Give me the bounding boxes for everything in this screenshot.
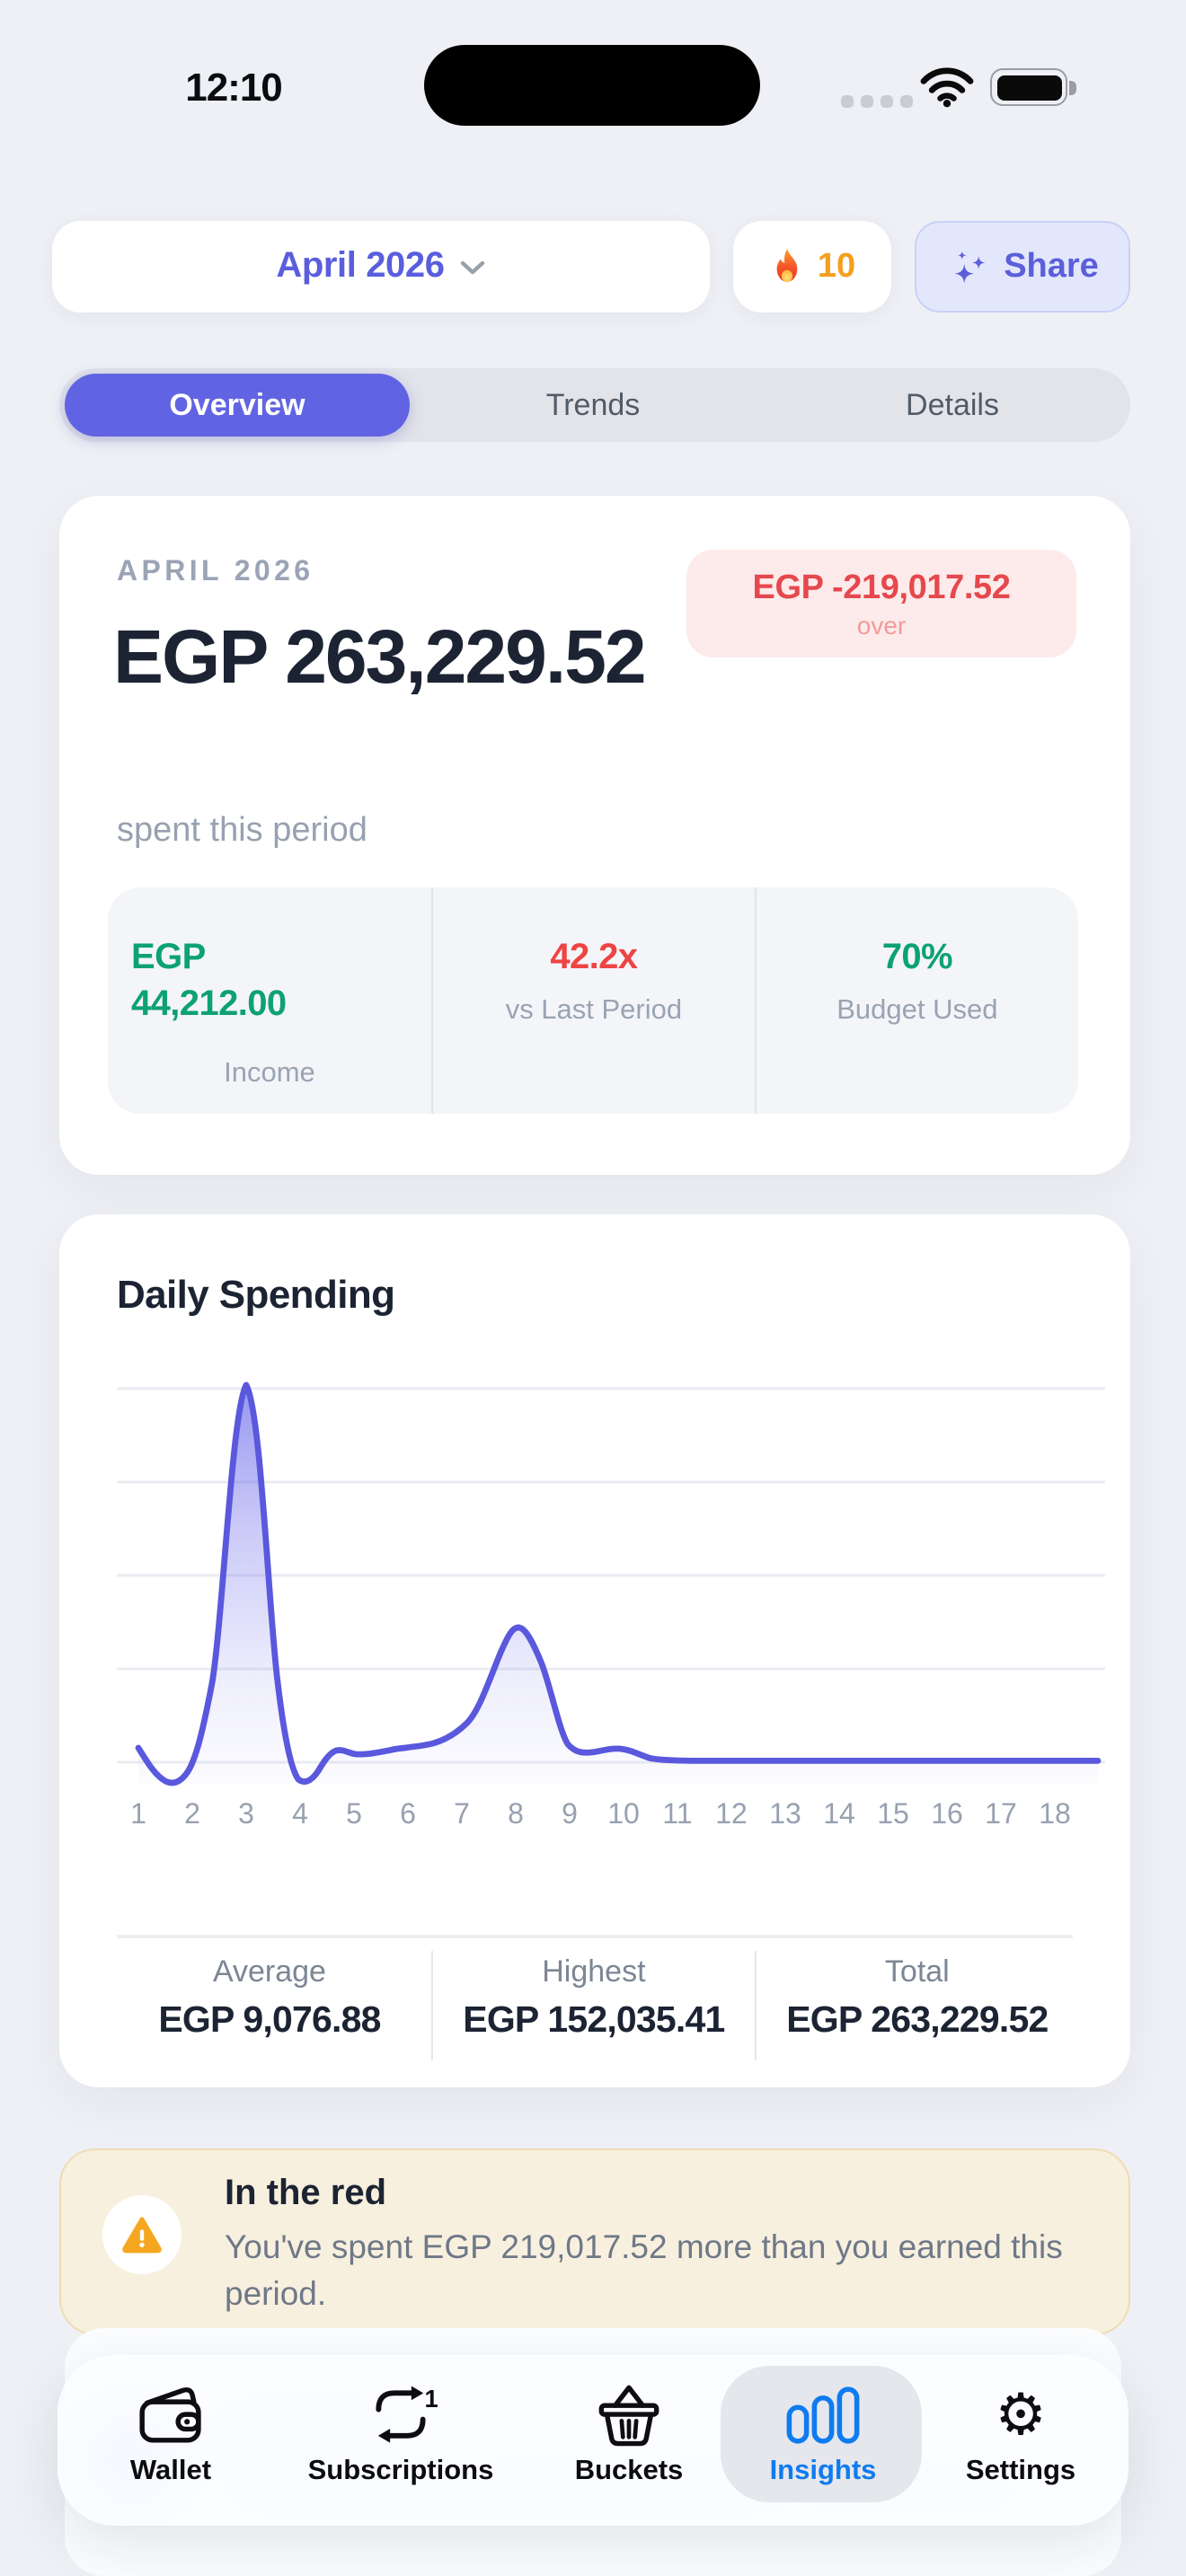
- daily-spending-chart: [117, 1374, 1105, 1800]
- warning-triangle-icon: [122, 2217, 162, 2254]
- nav-label-subscriptions: Subscriptions: [307, 2456, 494, 2486]
- svg-text:1: 1: [424, 2384, 438, 2412]
- stat-income-label: Income: [224, 1058, 315, 1089]
- x-axis-label: 8: [508, 1800, 524, 1831]
- summary-period-label: APRIL 2026: [117, 557, 314, 587]
- stat-vs-last-period: 42.2x vs Last Period: [430, 887, 755, 1114]
- x-axis-label: 13: [769, 1800, 801, 1831]
- chart-footer-stats: Average EGP 9,076.88 Highest EGP 152,035…: [108, 1951, 1078, 2060]
- in-the-red-alert: [59, 2148, 1130, 2335]
- stat-budget-used: 70% Budget Used: [754, 887, 1078, 1114]
- chart-title: Daily Spending: [117, 1272, 395, 1317]
- bottom-nav: [58, 2355, 1128, 2526]
- stat-total-label: Total: [884, 1954, 950, 1989]
- x-axis-label: 10: [607, 1800, 640, 1831]
- nav-item-insights[interactable]: Insights: [715, 2355, 931, 2526]
- x-axis-label: 14: [823, 1800, 855, 1831]
- stat-highest-label: Highest: [542, 1954, 646, 1989]
- nav-label-insights: Insights: [769, 2456, 877, 2486]
- gear-icon: ⚙: [995, 2382, 1047, 2447]
- stat-income-value: EGP 44,212.00: [131, 938, 287, 1024]
- spent-caption: spent this period: [117, 812, 367, 850]
- tab-bar: Overview Trends Details: [59, 368, 1130, 442]
- x-axis-label: 18: [1039, 1800, 1071, 1831]
- x-axis-label: 17: [985, 1800, 1017, 1831]
- wallet-icon: [135, 2377, 207, 2452]
- bar-chart-icon: [785, 2377, 861, 2452]
- streak-badge[interactable]: 10: [733, 221, 891, 313]
- stat-vs-last-period-value: 42.2x: [550, 938, 638, 977]
- repeat-1-icon: 1: [363, 2377, 438, 2452]
- over-budget-badge: EGP -219,017.52 over: [686, 550, 1076, 657]
- over-budget-amount: EGP -219,017.52: [752, 569, 1011, 606]
- stat-highest-value: EGP 152,035.41: [463, 1999, 725, 2041]
- x-axis-label: 6: [400, 1800, 416, 1831]
- nav-item-wallet[interactable]: Wallet: [63, 2355, 279, 2526]
- tab-details[interactable]: Details: [906, 388, 999, 422]
- x-axis-label: 12: [715, 1800, 748, 1831]
- basket-icon: [593, 2377, 665, 2452]
- stat-average: Average EGP 9,076.88: [108, 1951, 431, 2060]
- chart-area-fill: [138, 1385, 1098, 1784]
- x-axis-label: 15: [877, 1800, 909, 1831]
- alert-title: In the red: [225, 2174, 387, 2213]
- stat-vs-last-period-label: vs Last Period: [505, 995, 683, 1026]
- x-axis-label: 5: [346, 1800, 362, 1831]
- chart-footer-divider: [117, 1935, 1073, 1937]
- nav-active-highlight: [721, 2366, 922, 2502]
- wifi-icon: [920, 66, 974, 117]
- stat-highest: Highest EGP 152,035.41: [430, 1951, 755, 2060]
- x-axis-label: 7: [454, 1800, 470, 1831]
- status-time: 12:10: [185, 65, 283, 110]
- battery-icon: [990, 68, 1075, 106]
- x-axis-label: 4: [292, 1800, 308, 1831]
- nav-label-settings: Settings: [965, 2456, 1076, 2486]
- chart-line: [135, 1381, 1102, 1786]
- sparkles-icon: [953, 250, 985, 283]
- x-axis-label: 1: [130, 1800, 146, 1831]
- nav-item-buckets[interactable]: Buckets: [521, 2355, 737, 2526]
- nav-label-buckets: Buckets: [574, 2456, 684, 2486]
- stat-total-value: EGP 263,229.52: [786, 1999, 1049, 2041]
- alert-body: You've spent EGP 219,017.52 more than yo…: [225, 2228, 1063, 2313]
- stat-budget-used-value: 70%: [881, 938, 953, 977]
- nav-item-subscriptions[interactable]: 1 Subscriptions: [293, 2355, 509, 2526]
- x-axis-label: 9: [562, 1800, 578, 1831]
- over-budget-caption: over: [856, 610, 907, 639]
- period-selector[interactable]: April 2026: [52, 221, 710, 313]
- tab-overview-label: Overview: [169, 387, 305, 421]
- tab-trends[interactable]: Trends: [545, 388, 641, 422]
- warning-icon-circle: [102, 2195, 181, 2274]
- share-button[interactable]: Share: [915, 221, 1130, 313]
- tab-overview[interactable]: Overview: [65, 374, 410, 437]
- stat-budget-used-label: Budget Used: [836, 995, 998, 1026]
- total-spent-amount: EGP 263,229.52: [113, 614, 647, 699]
- x-axis-label: 3: [238, 1800, 254, 1831]
- stat-total: Total EGP 263,229.52: [754, 1951, 1078, 2060]
- stat-average-value: EGP 9,076.88: [158, 1999, 381, 2041]
- dynamic-island: [424, 45, 760, 126]
- period-selector-label: April 2026: [276, 246, 445, 286]
- x-axis-labels: 1 2 3 4 5 6 7 8 9 10 11 12 13 14 15 16 17 18: [117, 1800, 1105, 1832]
- flame-icon: [776, 248, 798, 281]
- x-axis-label: 2: [184, 1800, 200, 1831]
- cellular-signal-icon: [841, 95, 913, 108]
- nav-label-wallet: Wallet: [129, 2456, 212, 2486]
- nav-item-settings[interactable]: ⚙ Settings: [913, 2355, 1128, 2526]
- summary-stats: EGP 44,212.00 Income 42.2x vs Last Perio…: [108, 887, 1078, 1114]
- streak-count: 10: [817, 247, 856, 285]
- stat-average-label: Average: [212, 1954, 326, 1989]
- stat-income: EGP 44,212.00 Income: [108, 887, 431, 1114]
- x-axis-label: 11: [662, 1800, 693, 1831]
- chevron-down-icon: [461, 260, 485, 274]
- x-axis-label: 16: [931, 1800, 963, 1831]
- share-button-label: Share: [1004, 247, 1099, 285]
